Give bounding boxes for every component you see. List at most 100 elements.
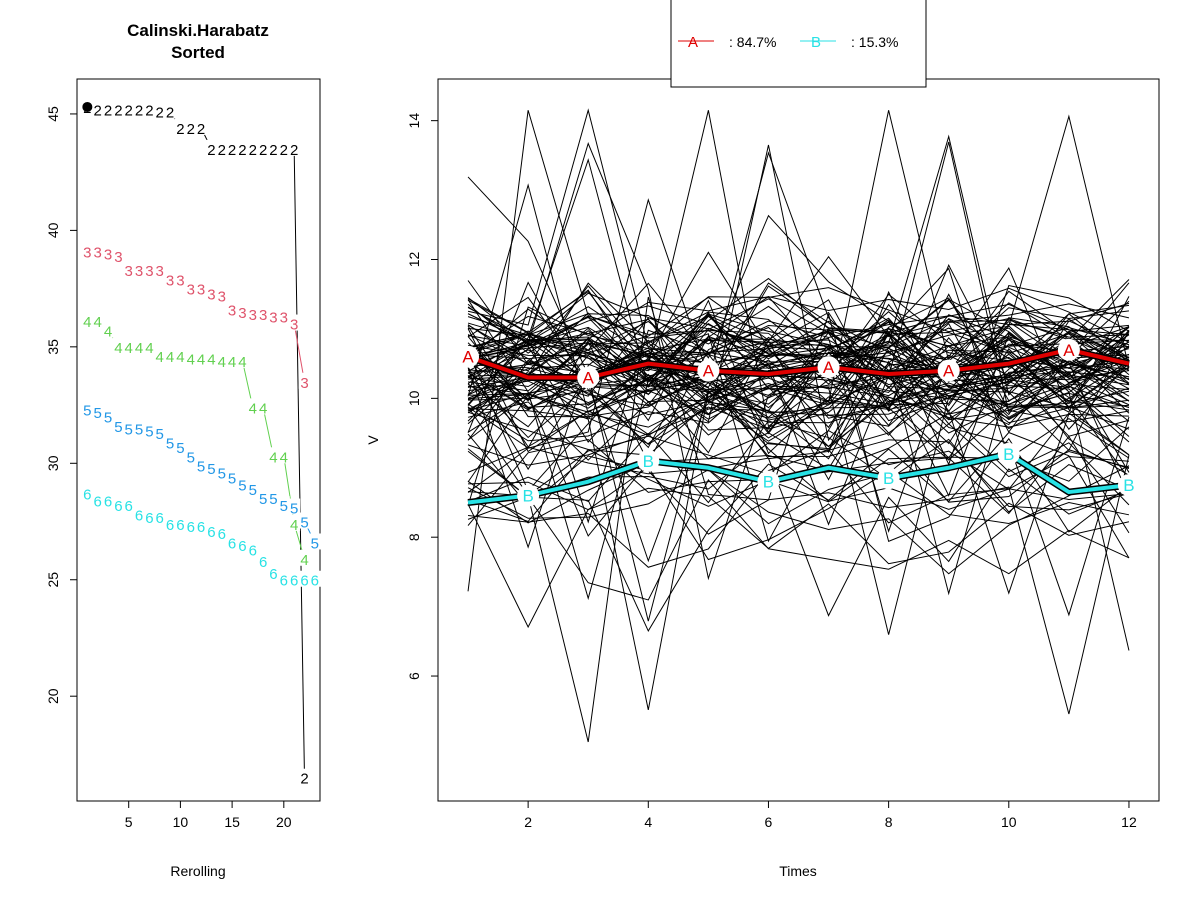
left-point-label: 3 (176, 272, 184, 289)
left-point-label: 6 (125, 498, 133, 515)
left-label-bg (153, 347, 166, 364)
right-x-tick-label: 12 (1121, 814, 1137, 830)
left-point-label: 6 (176, 517, 184, 534)
left-label-bg (112, 337, 125, 354)
left-point-label: 4 (300, 552, 308, 569)
background-trajectory (467, 303, 1129, 358)
left-label-bg (102, 100, 115, 117)
left-point-label: 2 (125, 102, 133, 119)
left-y-tick-label: 20 (45, 688, 61, 704)
background-trajectory (467, 144, 1130, 456)
legend-text-b: : 15.3% (851, 34, 898, 50)
background-trajectory (467, 449, 1130, 568)
left-point-label: 6 (104, 494, 112, 511)
left-label-bg (205, 458, 218, 475)
cluster-marker-label: B (883, 469, 894, 488)
background-trajectory (467, 151, 1130, 423)
cluster-marker-label: A (823, 358, 835, 377)
background-trajectory (467, 110, 1129, 592)
background-trajectory (467, 341, 1130, 596)
left-point-label: 2 (280, 142, 288, 159)
left-label-bg (226, 468, 239, 485)
left-point-label: 3 (145, 263, 153, 280)
left-label-bg (215, 524, 228, 541)
left-point-label: 6 (145, 510, 153, 527)
left-point-label: 4 (249, 400, 257, 417)
left-point-label: 3 (135, 263, 143, 280)
left-point-label: 3 (187, 282, 195, 299)
left-point-label: 4 (228, 354, 236, 371)
left-label-bg (174, 347, 187, 364)
left-point-label: 5 (135, 421, 143, 438)
left-y-tick-label: 30 (45, 455, 61, 471)
left-point-label: 6 (83, 487, 91, 504)
left-y-tick-label: 25 (45, 572, 61, 588)
background-trajectory (467, 277, 1130, 466)
left-point-label: 2 (300, 771, 308, 788)
background-trajectory (467, 158, 1130, 418)
legend: A : 84.7% B : 15.3% (670, 0, 927, 88)
left-point-label: 3 (300, 375, 308, 392)
left-label-bg (277, 570, 290, 587)
left-point-label: 5 (207, 461, 215, 478)
left-label-bg (298, 372, 311, 389)
left-label-bg (164, 270, 177, 287)
left-point-label: 4 (125, 340, 133, 357)
left-point-label: 4 (197, 351, 205, 368)
left-point-label: 2 (104, 102, 112, 119)
cluster-marker-label: B (1123, 476, 1134, 495)
cluster-marker-label: A (583, 369, 595, 388)
left-chart-subtitle: Sorted (171, 43, 225, 62)
left-point-label: 2 (156, 105, 164, 122)
background-trajectory (468, 322, 1130, 526)
left-label-bg (174, 118, 187, 135)
background-trajectory (467, 214, 1130, 362)
cluster-b-line (467, 451, 1130, 505)
left-point-label: 5 (238, 477, 246, 494)
left-point-label: 2 (197, 121, 205, 138)
left-point-label: 4 (83, 314, 91, 331)
left-point-label: 6 (311, 573, 319, 590)
left-label-bg (122, 337, 135, 354)
left-label-bg (122, 260, 135, 277)
left-label-bg (153, 424, 166, 441)
left-label-bg (143, 337, 156, 354)
left-x-tick-label: 20 (276, 814, 292, 830)
background-trajectory (467, 299, 1130, 601)
left-point-label: 5 (125, 421, 133, 438)
left-point-label: 2 (269, 142, 277, 159)
right-x-tick-label: 10 (1001, 814, 1017, 830)
cluster-marker-label: B (763, 473, 774, 492)
left-point-label: 6 (249, 542, 257, 559)
left-label-bg (236, 351, 249, 368)
left-label-bg (133, 100, 146, 117)
left-max-point (82, 101, 93, 112)
left-label-bg (226, 351, 239, 368)
left-point-label: 6 (218, 526, 226, 543)
left-point-label: 4 (238, 354, 246, 371)
left-label-bg (236, 475, 249, 492)
left-point-label: 2 (166, 105, 174, 122)
left-label-bg (102, 407, 115, 424)
cluster-marker-bg (457, 345, 480, 368)
left-label-bg (288, 498, 301, 515)
right-panel: A A A A A A B B B B B B 2 4 6 8 10 12 6 8 10 12 14 Times V A… (365, 0, 1160, 879)
left-point-label: 6 (166, 517, 174, 534)
left-point-label: 2 (228, 142, 236, 159)
right-y-tick-label: 14 (406, 113, 422, 129)
left-point-label: 6 (114, 498, 122, 515)
left-point-label: 4 (207, 351, 215, 368)
left-label-bg (81, 312, 94, 329)
left-label-bg (267, 307, 280, 324)
right-y-axis-label: V (365, 435, 381, 445)
left-point-label: 3 (249, 307, 257, 324)
left-label-bg (215, 286, 228, 303)
background-trajectory (467, 306, 1130, 378)
left-label-bg (257, 398, 270, 415)
left-label-bg (215, 463, 228, 480)
left-label-bg (133, 505, 146, 522)
left-x-axis-label: Rerolling (170, 863, 225, 879)
left-label-bg (205, 139, 218, 156)
left-label-bg (226, 139, 239, 156)
